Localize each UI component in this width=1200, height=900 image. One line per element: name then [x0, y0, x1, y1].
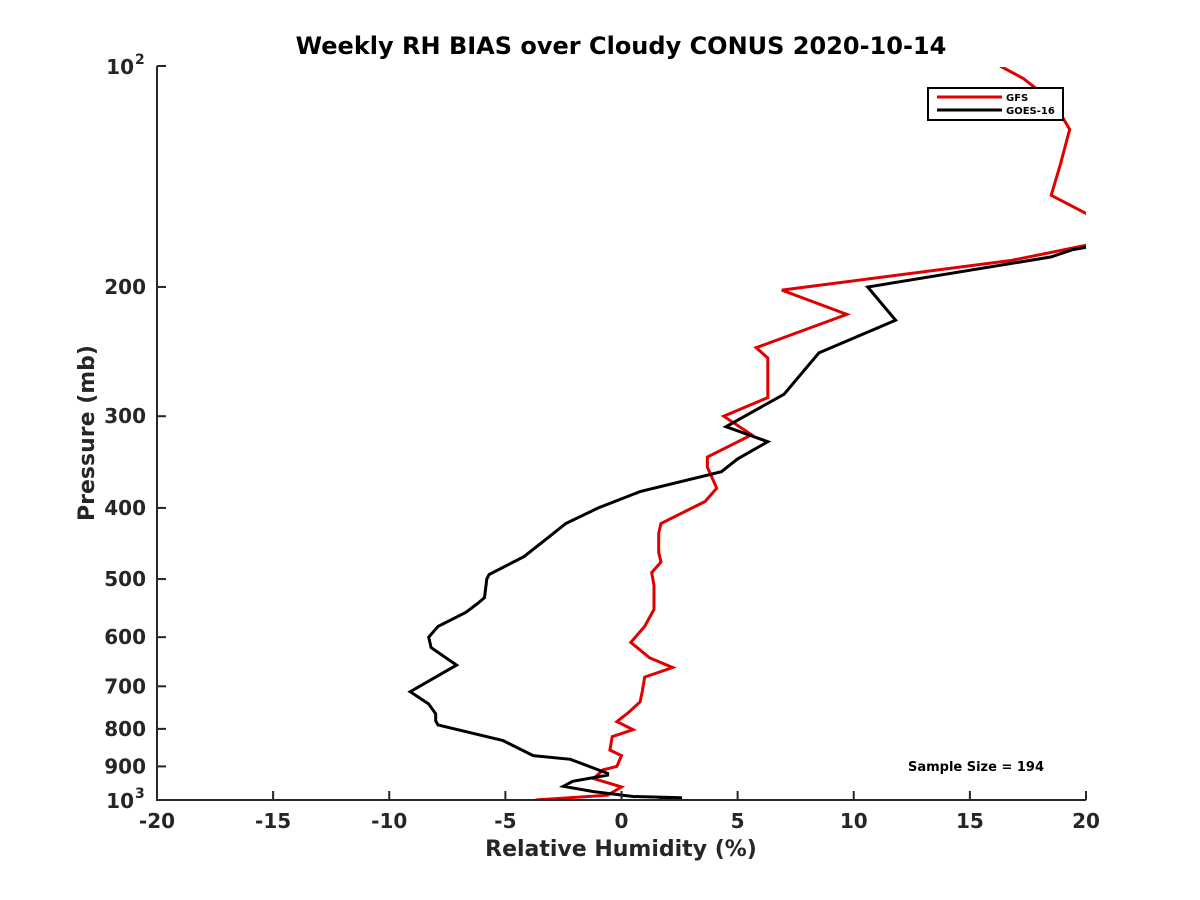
y-tick-label-exponent: 2 [135, 52, 145, 68]
legend-label: GFS [1006, 93, 1028, 104]
y-tick-label-base: 800 [104, 717, 146, 741]
y-axis-label: Pressure (mb) [75, 345, 100, 521]
series-layer [407, 67, 1086, 800]
x-tick-label: 15 [956, 809, 984, 833]
y-tick-label-base: 300 [104, 404, 146, 428]
y-tick-label-base: 500 [104, 567, 146, 591]
y-tick-label-base: 700 [104, 674, 146, 698]
chart-title: Weekly RH BIAS over Cloudy CONUS 2020-10… [296, 32, 947, 60]
y-tick-label: 600 [104, 625, 146, 649]
y-tick-label: 900 [104, 754, 146, 778]
y-tick-label-base: 10 [106, 55, 134, 79]
x-tick-label: 5 [731, 809, 745, 833]
x-tick-label: -15 [255, 809, 291, 833]
legend-box [927, 87, 1064, 121]
y-tick-label: 300 [104, 404, 146, 428]
y-tick-label-exponent: 3 [135, 786, 145, 802]
y-tick-label: 200 [104, 275, 146, 299]
y-tick-label-base: 600 [104, 625, 146, 649]
series-line-goes-16 [407, 245, 1086, 800]
y-tick-label: 500 [104, 567, 146, 591]
x-tick-label: 20 [1072, 809, 1100, 833]
x-axis-label: Relative Humidity (%) [485, 837, 757, 862]
series-line-gfs [535, 67, 1086, 800]
legend: GFS GOES-16 [927, 87, 1064, 121]
y-tick-label: 700 [104, 674, 146, 698]
y-tick-label: 400 [104, 496, 146, 520]
x-tick-label: -10 [371, 809, 407, 833]
x-tick-label: -5 [494, 809, 516, 833]
y-tick-label: 10 2 [106, 52, 145, 79]
x-tick-label: 10 [840, 809, 868, 833]
legend-label: GOES-16 [1006, 106, 1055, 117]
y-tick-label-base: 10 [106, 789, 134, 813]
sample-size-annotation: Sample Size = 194 [908, 760, 1044, 775]
y-tick-label-base: 400 [104, 496, 146, 520]
x-axis-ticks: -20 -15 -10 -5 0 5 10 15 20 [139, 791, 1100, 833]
y-tick-label: 800 [104, 717, 146, 741]
x-tick-label: -20 [139, 809, 175, 833]
y-tick-label: 10 3 [106, 786, 145, 813]
y-tick-label-base: 900 [104, 754, 146, 778]
y-tick-label-base: 200 [104, 275, 146, 299]
x-tick-label: 0 [615, 809, 629, 833]
